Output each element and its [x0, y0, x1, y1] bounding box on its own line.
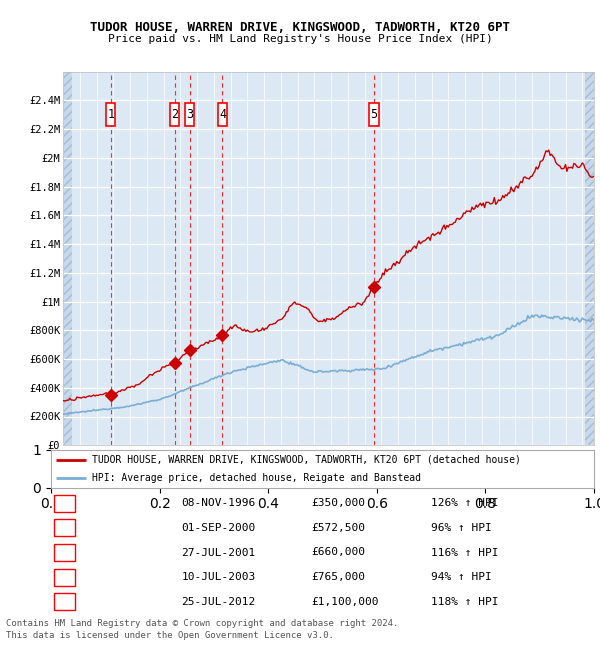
- Text: TUDOR HOUSE, WARREN DRIVE, KINGSWOOD, TADWORTH, KT20 6PT (detached house): TUDOR HOUSE, WARREN DRIVE, KINGSWOOD, TA…: [92, 455, 521, 465]
- Text: 126% ↑ HPI: 126% ↑ HPI: [431, 498, 499, 508]
- FancyBboxPatch shape: [185, 103, 194, 126]
- Text: 10-JUL-2003: 10-JUL-2003: [181, 572, 256, 582]
- Text: Price paid vs. HM Land Registry's House Price Index (HPI): Price paid vs. HM Land Registry's House …: [107, 34, 493, 44]
- Text: £350,000: £350,000: [311, 498, 365, 508]
- Text: £660,000: £660,000: [311, 547, 365, 558]
- Text: Contains HM Land Registry data © Crown copyright and database right 2024.: Contains HM Land Registry data © Crown c…: [6, 619, 398, 628]
- Text: HPI: Average price, detached house, Reigate and Banstead: HPI: Average price, detached house, Reig…: [92, 473, 421, 483]
- Text: 3: 3: [61, 547, 68, 558]
- Text: 94% ↑ HPI: 94% ↑ HPI: [431, 572, 492, 582]
- Text: This data is licensed under the Open Government Licence v3.0.: This data is licensed under the Open Gov…: [6, 630, 334, 640]
- FancyBboxPatch shape: [170, 103, 179, 126]
- Text: 118% ↑ HPI: 118% ↑ HPI: [431, 597, 499, 607]
- FancyBboxPatch shape: [369, 103, 379, 126]
- Text: 5: 5: [370, 108, 377, 121]
- Text: £572,500: £572,500: [311, 523, 365, 533]
- Text: TUDOR HOUSE, WARREN DRIVE, KINGSWOOD, TADWORTH, KT20 6PT: TUDOR HOUSE, WARREN DRIVE, KINGSWOOD, TA…: [90, 21, 510, 34]
- Text: 08-NOV-1996: 08-NOV-1996: [181, 498, 256, 508]
- Text: 1: 1: [61, 498, 68, 508]
- Text: 3: 3: [186, 108, 193, 121]
- Text: 01-SEP-2000: 01-SEP-2000: [181, 523, 256, 533]
- Text: 5: 5: [61, 597, 68, 607]
- Text: £1,100,000: £1,100,000: [311, 597, 379, 607]
- Text: 4: 4: [61, 572, 68, 582]
- FancyBboxPatch shape: [106, 103, 115, 126]
- Text: 116% ↑ HPI: 116% ↑ HPI: [431, 547, 499, 558]
- Text: 1: 1: [107, 108, 115, 121]
- FancyBboxPatch shape: [218, 103, 227, 126]
- Bar: [63, 72, 72, 445]
- Text: 2: 2: [171, 108, 178, 121]
- Text: 4: 4: [219, 108, 226, 121]
- Text: 2: 2: [61, 523, 68, 533]
- Bar: [585, 72, 594, 445]
- Text: 27-JUL-2001: 27-JUL-2001: [181, 547, 256, 558]
- Text: £765,000: £765,000: [311, 572, 365, 582]
- Text: 96% ↑ HPI: 96% ↑ HPI: [431, 523, 492, 533]
- Text: 25-JUL-2012: 25-JUL-2012: [181, 597, 256, 607]
